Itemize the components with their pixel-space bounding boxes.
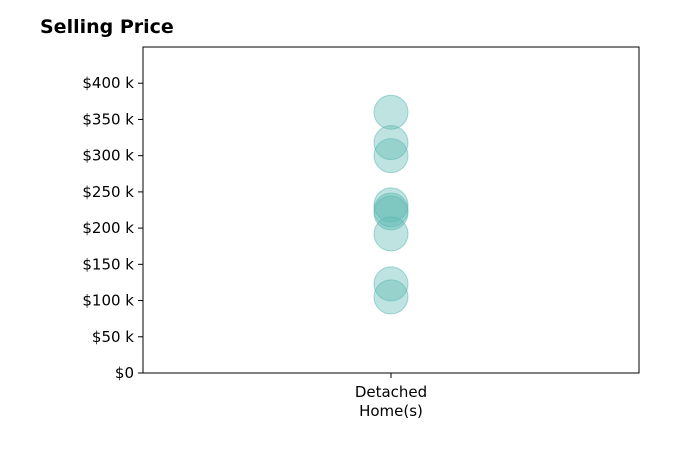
data-point <box>373 216 409 252</box>
data-point <box>373 125 409 161</box>
data-point <box>373 266 409 302</box>
data-point <box>373 138 409 174</box>
data-point <box>373 195 409 231</box>
y-tick-label: $0 <box>115 364 134 382</box>
data-point <box>373 187 409 223</box>
y-tick-label: $400 k <box>82 74 134 92</box>
x-tick-label: Detached Home(s) <box>355 383 427 420</box>
y-tick-label: $100 k <box>82 292 134 310</box>
data-points <box>373 94 409 315</box>
data-point <box>373 94 409 130</box>
chart-title: Selling Price <box>40 16 174 38</box>
y-tick-label: $200 k <box>82 219 134 237</box>
x-axis: Detached Home(s) <box>355 373 427 420</box>
y-tick-label: $250 k <box>82 183 134 201</box>
y-tick-label: $300 k <box>82 147 134 165</box>
y-tick-label: $50 k <box>92 328 134 346</box>
y-tick-label: $150 k <box>82 255 134 273</box>
y-tick-label: $350 k <box>82 110 134 128</box>
data-point <box>373 279 409 315</box>
y-axis: $0 $50 k $100 k $150 k $200 k $250 k $300 k $35… <box>82 74 143 382</box>
